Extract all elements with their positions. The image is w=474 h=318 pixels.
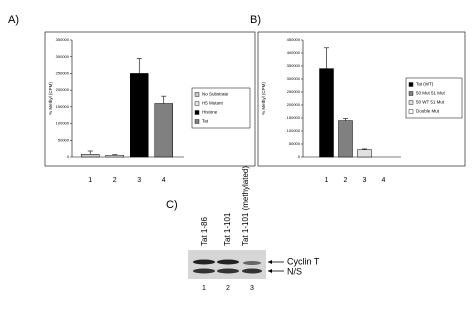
x-tick-label: 1 (88, 177, 92, 184)
legend-box (405, 77, 463, 119)
gel-band (217, 268, 239, 274)
legend-swatch (194, 101, 200, 106)
y-tick-label: 350000 (287, 63, 301, 68)
lane-label: Tat 1-101 (methylated) (241, 166, 250, 246)
y-tick-label: 200000 (56, 87, 70, 92)
y-tick-label: 100000 (287, 128, 301, 133)
x-tick-label: 4 (382, 177, 386, 184)
panel-label: A) (8, 14, 19, 26)
legend-swatch (408, 109, 414, 114)
bar (357, 149, 372, 158)
legend-swatch (194, 92, 200, 97)
x-tick-label: 4 (162, 177, 166, 184)
legend-label: No Substrate (202, 92, 229, 97)
gel-band (217, 259, 239, 265)
legend-swatch (408, 100, 414, 105)
legend-swatch (194, 119, 200, 124)
lane-label: Tat 1-86 (200, 217, 209, 246)
bar (81, 154, 100, 158)
y-axis-label: % Methyl (CPM) (261, 82, 266, 115)
y-tick-label: 50000 (289, 141, 301, 146)
y-tick-label: 100000 (56, 121, 70, 126)
bar (130, 73, 149, 158)
y-tick-label: 0 (298, 154, 301, 159)
y-tick-label: 250000 (287, 89, 301, 94)
legend-label: Double Mut (416, 109, 440, 114)
y-tick-label: 300000 (287, 76, 301, 81)
x-tick-label: 1 (325, 177, 329, 184)
bar (338, 120, 353, 158)
bar (154, 103, 173, 158)
legend-swatch (408, 82, 414, 87)
lane-number: 2 (226, 285, 230, 292)
y-tick-label: 450000 (287, 37, 301, 42)
gel-band (242, 268, 262, 274)
x-tick-label: 2 (113, 177, 117, 184)
lane-label: Tat 1-101 (223, 212, 232, 246)
y-tick-label: 50000 (58, 137, 70, 142)
legend-label: Histone (202, 110, 218, 115)
band-label: Cyclin T (287, 256, 320, 266)
legend-label: Tat (WT) (416, 82, 434, 87)
lane-number: 1 (202, 285, 206, 292)
legend-swatch (408, 91, 414, 96)
y-tick-label: 150000 (287, 115, 301, 120)
legend-label: 50 WT 51 Mut (416, 100, 445, 105)
bar (319, 68, 334, 158)
arrow-head (268, 260, 272, 264)
gel-band (193, 259, 215, 265)
gel-band (243, 261, 261, 265)
legend-label: H5 Mutant (202, 101, 224, 106)
y-tick-label: 250000 (56, 70, 70, 75)
y-tick-label: 300000 (56, 54, 70, 59)
y-tick-label: 350000 (56, 37, 70, 42)
arrow-head (268, 269, 272, 273)
panel-label: C) (166, 199, 178, 211)
legend-label: 50 Mut 51 Mut (416, 91, 446, 96)
y-tick-label: 200000 (287, 102, 301, 107)
panel-label: B) (250, 14, 261, 26)
band-label: N/S (287, 266, 302, 276)
legend-label: Tat (202, 119, 209, 124)
y-axis-label: % Methyl (CPM) (48, 82, 53, 115)
legend-box (191, 87, 251, 129)
x-tick-label: 3 (363, 177, 367, 184)
y-tick-label: 400000 (287, 50, 301, 55)
x-tick-label: 3 (137, 177, 141, 184)
x-tick-label: 2 (344, 177, 348, 184)
lane-number: 3 (250, 285, 254, 292)
y-tick-label: 150000 (56, 104, 70, 109)
y-tick-label: 0 (67, 154, 70, 159)
bar (105, 155, 124, 158)
legend-swatch (194, 110, 200, 115)
gel-band (193, 268, 215, 274)
